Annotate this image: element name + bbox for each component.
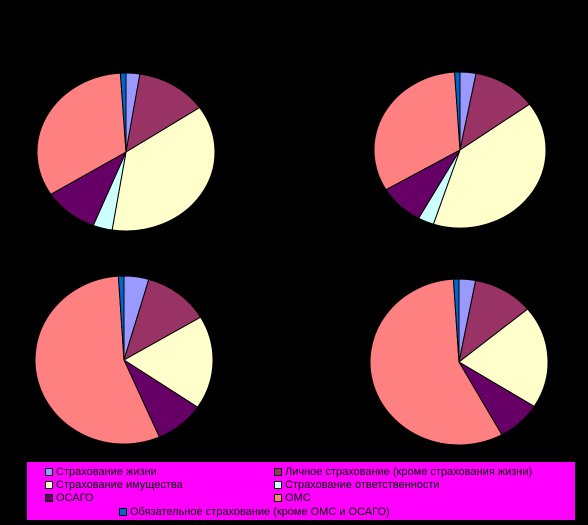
legend-swatch — [45, 468, 53, 476]
legend-label: ОМС — [285, 492, 311, 504]
pie-chart-3 — [34, 275, 214, 445]
pie-slice — [459, 72, 531, 152]
legend-label: Страхование жизни — [56, 466, 157, 478]
legend-label: Личное страхование (кроме страхования жи… — [285, 466, 533, 478]
pie-slice — [34, 275, 161, 445]
pie-slice — [373, 71, 461, 191]
legend-item-personal: Личное страхование (кроме страхования жи… — [274, 466, 532, 478]
pie-slice — [36, 72, 127, 195]
legend-swatch — [45, 481, 53, 489]
legend-label: Страхование имущества — [56, 479, 183, 491]
legend-item-mandatory: Обязательное страхование (кроме ОМС и ОС… — [119, 506, 390, 518]
pie-slice — [454, 71, 461, 151]
pie-slice — [111, 106, 216, 232]
legend-swatch — [274, 494, 282, 502]
pie-slice — [117, 275, 125, 361]
pie-slice — [452, 278, 460, 363]
legend-swatch — [274, 481, 282, 489]
legend-swatch — [45, 494, 53, 502]
legend-swatch — [274, 468, 282, 476]
pie-slice — [458, 308, 549, 408]
legend-label: Страхование ответственности — [285, 479, 440, 491]
pie-chart-1 — [36, 72, 216, 232]
pie-slice — [123, 278, 202, 362]
legend-label: Обязательное страхование (кроме ОМС и ОС… — [130, 506, 390, 518]
legend-label: ОСАГО — [56, 492, 94, 504]
legend-item-osago: ОСАГО — [45, 492, 94, 504]
pie-slice — [123, 316, 214, 408]
pie-slice — [432, 103, 547, 229]
legend-swatch — [119, 508, 127, 516]
pie-slice — [369, 278, 503, 446]
legend-item-liability: Страхование ответственности — [274, 479, 440, 491]
chart-legend: Страхование жизни Личное страхование (кр… — [26, 461, 576, 521]
pie-chart-2 — [373, 71, 547, 229]
legend-item-oms: ОМС — [274, 492, 311, 504]
pie-slice — [119, 72, 127, 153]
pie-slice — [125, 73, 201, 153]
legend-item-life: Страхование жизни — [45, 466, 157, 478]
legend-item-property: Страхование имущества — [45, 479, 183, 491]
pie-chart-4 — [369, 278, 549, 446]
pie-charts-area — [34, 71, 549, 446]
